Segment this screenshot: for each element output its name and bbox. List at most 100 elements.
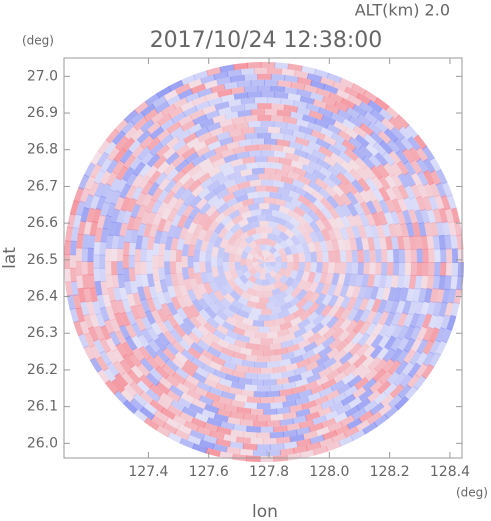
radar-cell <box>303 320 317 333</box>
radar-cell <box>242 156 256 165</box>
radar-cell <box>330 379 345 392</box>
radar-cell <box>409 325 422 342</box>
radar-cell <box>446 314 457 331</box>
radar-cell <box>439 262 447 277</box>
radar-cell <box>165 417 181 430</box>
radar-cell <box>96 356 109 372</box>
radar-cell <box>381 358 395 373</box>
radar-cell <box>77 287 86 303</box>
x-tick-label: 127.4 <box>128 464 168 480</box>
radar-cell <box>248 274 257 284</box>
radar-cell <box>353 354 368 368</box>
radar-cell <box>308 291 320 304</box>
radar-cell <box>266 301 277 309</box>
radar-cell <box>205 391 221 402</box>
radar-cell <box>361 155 376 170</box>
radar-cell <box>189 429 206 441</box>
radar-cell <box>86 300 96 316</box>
radar-cell <box>299 369 315 380</box>
radar-cell <box>252 261 259 268</box>
radar-cell <box>206 121 221 133</box>
radar-cell <box>190 83 206 95</box>
radar-cell <box>408 209 418 225</box>
radar-cell <box>235 151 250 160</box>
radar-cell <box>120 120 136 135</box>
y-tick-label: 26.8 <box>27 142 58 158</box>
radar-cell <box>395 299 406 315</box>
radar-cell <box>286 253 294 263</box>
radar-cell <box>256 414 271 421</box>
radar-cell <box>396 274 405 289</box>
radar-cell <box>312 198 326 212</box>
radar-cell <box>264 79 279 87</box>
radar-cell <box>261 279 270 286</box>
radar-cell <box>269 401 284 409</box>
radar-cell <box>430 221 439 237</box>
radar-cell <box>198 297 210 311</box>
radar-cell <box>249 221 260 229</box>
radar-cell <box>228 261 236 272</box>
radar-cell <box>205 447 221 457</box>
radar-cell <box>367 236 376 251</box>
radar-cell <box>206 240 215 253</box>
radar-cell <box>233 276 244 287</box>
radar-cell <box>269 269 277 278</box>
radar-cell <box>80 300 90 317</box>
radar-cell <box>216 131 231 141</box>
radar-cell <box>391 198 402 214</box>
radar-cell <box>140 261 147 275</box>
radar-cell <box>379 274 387 289</box>
radar-cell <box>257 355 271 363</box>
radar-cell <box>378 186 391 202</box>
radar-cell <box>115 178 128 194</box>
radar-cell <box>348 342 363 357</box>
radar-cell <box>422 326 434 342</box>
radar-cell <box>227 343 242 353</box>
radar-cell <box>129 397 145 412</box>
radar-cell <box>293 166 307 177</box>
radar-cell <box>359 189 372 204</box>
radar-cell <box>271 227 282 237</box>
radar-cell <box>96 368 111 384</box>
radar-cell <box>402 148 416 164</box>
radar-cell <box>170 399 186 412</box>
radar-cell <box>373 274 381 288</box>
radar-cell <box>99 157 113 173</box>
radar-cell <box>350 429 366 442</box>
radar-cell <box>365 212 376 227</box>
radar-cell <box>267 67 283 75</box>
radar-cell <box>173 186 187 200</box>
radar-cell <box>213 289 225 302</box>
radar-cell <box>100 325 112 341</box>
radar-cell <box>369 224 379 239</box>
radar-cell <box>375 249 382 263</box>
radar-cell <box>333 101 350 113</box>
radar-cell <box>296 358 311 369</box>
radar-cell <box>404 262 412 276</box>
radar-cell <box>152 297 163 312</box>
radar-cell <box>403 171 416 188</box>
radar-cell <box>200 74 216 85</box>
radar-cell <box>352 308 365 323</box>
radar-cell <box>200 162 216 175</box>
radar-cell <box>116 299 126 315</box>
radar-cell <box>126 197 138 213</box>
radar-cell <box>204 135 219 146</box>
radar-cell <box>87 326 99 342</box>
radar-cell <box>228 252 236 262</box>
radar-cell <box>75 200 86 216</box>
radar-cell <box>438 275 446 291</box>
radar-cell <box>79 187 91 204</box>
radar-cell <box>260 367 274 374</box>
radar-cell <box>253 252 261 260</box>
radar-cell <box>329 152 344 165</box>
radar-cell <box>105 336 118 353</box>
radar-cell <box>365 297 376 312</box>
radar-cell <box>313 240 322 253</box>
radar-cell <box>230 86 246 95</box>
radar-cell <box>397 184 409 200</box>
radar-cell <box>373 358 388 373</box>
radar-cell <box>352 104 368 117</box>
radar-cell <box>426 208 436 224</box>
radar-cell <box>404 124 419 140</box>
